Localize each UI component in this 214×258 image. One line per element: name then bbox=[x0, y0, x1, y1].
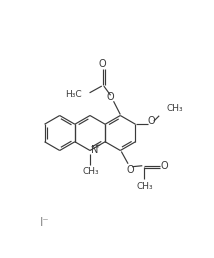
Text: I⁻: I⁻ bbox=[40, 216, 50, 230]
Text: O: O bbox=[126, 165, 134, 175]
Text: O: O bbox=[99, 59, 107, 69]
Text: O: O bbox=[148, 116, 156, 126]
Text: +: + bbox=[94, 143, 100, 149]
Text: N: N bbox=[92, 145, 99, 155]
Text: CH₃: CH₃ bbox=[166, 104, 183, 113]
Text: O: O bbox=[107, 92, 114, 102]
Text: O: O bbox=[161, 161, 168, 171]
Text: H₃C: H₃C bbox=[65, 90, 82, 99]
Text: CH₃: CH₃ bbox=[83, 167, 99, 176]
Text: CH₃: CH₃ bbox=[137, 182, 154, 191]
